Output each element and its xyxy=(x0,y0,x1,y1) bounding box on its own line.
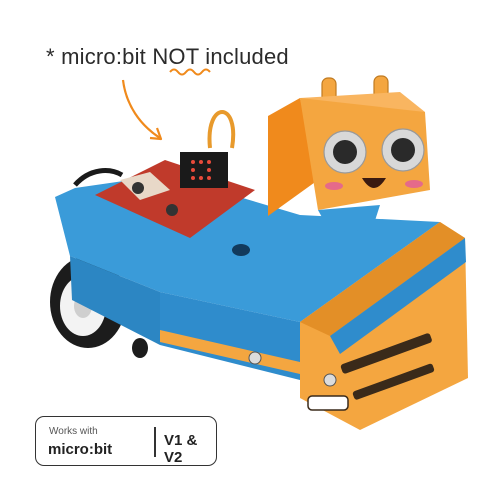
compatibility-badge: Works with micro:bit V1 & V2 xyxy=(35,416,217,466)
controller-board xyxy=(73,110,255,238)
caption-prefix: * micro:bit xyxy=(46,44,153,69)
caption-emphasis: NOT xyxy=(152,44,199,69)
badge-divider xyxy=(154,427,156,457)
badge-versions: V1 & V2 xyxy=(164,432,198,466)
arrow-icon xyxy=(121,79,163,141)
badge-brand: micro:bit xyxy=(48,441,113,458)
robot-head xyxy=(268,75,430,232)
wavy-underline xyxy=(169,68,211,76)
car-body xyxy=(55,175,468,430)
caption-suffix: included xyxy=(198,44,289,69)
badge-works-with: Works with xyxy=(49,426,98,437)
disclaimer-caption: * micro:bit NOT included xyxy=(46,44,289,70)
